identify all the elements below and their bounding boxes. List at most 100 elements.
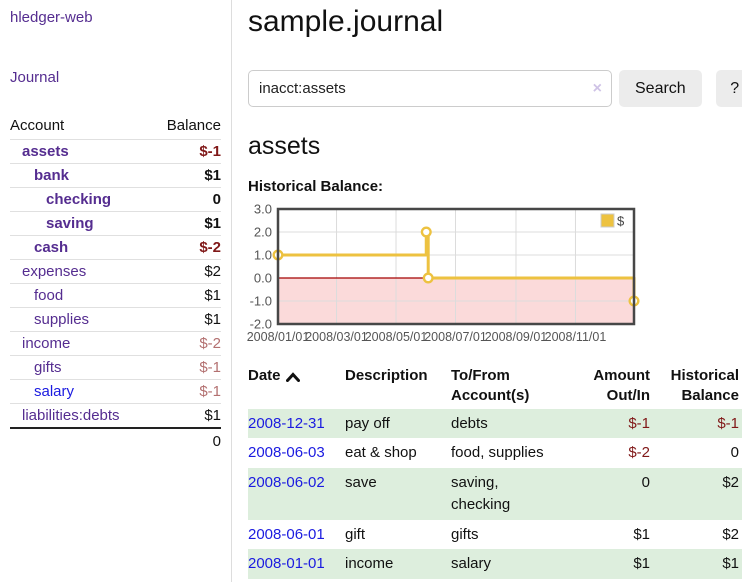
register-table: Date Description To/From Account(s) Amou…	[248, 364, 742, 579]
sort-ascending-icon	[285, 372, 300, 383]
accounts-panel: Account Balance assets $-1 bank $1 check…	[10, 113, 221, 454]
transaction-balance: $1	[722, 555, 739, 573]
transaction-accounts: saving, checking	[451, 474, 511, 513]
account-row-expenses: expenses $2	[10, 259, 221, 283]
account-link-bank[interactable]: bank	[34, 167, 70, 184]
svg-text:2008/09/01: 2008/09/01	[485, 330, 548, 344]
sidebar: hledger-web Journal Account Balance asse…	[0, 0, 232, 582]
nav-journal-link[interactable]: Journal	[10, 69, 60, 86]
account-balance: $-1	[199, 359, 221, 376]
transaction-accounts: food, supplies	[451, 444, 544, 462]
account-balance: $1	[204, 287, 221, 304]
search-input[interactable]	[248, 70, 612, 107]
transaction-description: save	[345, 474, 377, 491]
account-balance: 0	[212, 191, 221, 208]
svg-text:0.0: 0.0	[254, 271, 272, 286]
svg-text:$: $	[617, 214, 625, 229]
col-date[interactable]: Date	[248, 364, 345, 409]
search-form: × Search ?	[248, 70, 742, 107]
transaction-date-link[interactable]: 2008-01-01	[248, 555, 325, 573]
historical-balance-chart: $3.0 2.0 1.0 0.0 -1.0 -2.0 2008/01/01 2008/03/0…	[247, 202, 742, 351]
account-link-assets[interactable]: assets	[22, 143, 69, 160]
svg-text:2008/11/01: 2008/11/01	[545, 330, 607, 344]
account-row-bank: bank $1	[10, 163, 221, 187]
account-link-saving[interactable]: saving	[46, 215, 94, 232]
account-row-cash: cash $-2	[10, 235, 221, 259]
svg-text:2008/03/01: 2008/03/01	[305, 330, 368, 344]
account-row-liabilities-debts: liabilities:debts $1	[10, 403, 221, 427]
help-button[interactable]: ?	[715, 70, 742, 107]
register-row: 2008-01-01 income salary $1 $1	[248, 549, 742, 579]
transaction-balance: $-1	[717, 414, 739, 432]
chart-title: Historical Balance:	[248, 178, 384, 195]
register-row: 2008-06-01 gift gifts $1 $2	[248, 520, 742, 550]
account-balance: $-2	[199, 239, 221, 256]
account-row-supplies: supplies $1	[10, 307, 221, 331]
accounts-header-account: Account	[10, 117, 65, 134]
transaction-balance: 0	[730, 444, 739, 462]
account-balance: $-1	[199, 383, 221, 400]
search-input-wrap: ×	[248, 70, 612, 107]
transaction-description: income	[345, 555, 394, 573]
transaction-description: eat & shop	[345, 444, 417, 462]
transaction-date-link[interactable]: 2008-06-03	[248, 444, 325, 462]
transaction-amount: $1	[633, 525, 650, 543]
register-row: 2008-06-03 eat & shop food, supplies $-2…	[248, 438, 742, 468]
account-balance: $2	[204, 263, 221, 280]
svg-text:2.0: 2.0	[254, 225, 272, 240]
account-row-assets: assets $-1	[10, 139, 221, 163]
col-tofrom: To/From Account(s)	[451, 367, 530, 405]
col-balance: Historical Balance	[670, 367, 739, 405]
account-row-checking: checking 0	[10, 187, 221, 211]
account-heading: assets	[248, 132, 321, 160]
transaction-accounts: salary	[451, 555, 492, 573]
transaction-amount: $1	[633, 555, 650, 573]
svg-text:-2.0: -2.0	[250, 317, 272, 332]
account-link-expenses[interactable]: expenses	[22, 263, 87, 280]
account-row-saving: saving $1	[10, 211, 221, 235]
transaction-date-link[interactable]: 2008-12-31	[248, 414, 325, 432]
account-link-salary[interactable]: salary	[34, 383, 75, 400]
col-date-label: Date	[248, 367, 281, 384]
register-row: 2008-06-02 save saving, checking 0 $2	[248, 468, 742, 520]
account-balance: $-1	[199, 143, 221, 160]
svg-text:2008/07/01: 2008/07/01	[424, 330, 487, 344]
transaction-amount: $-1	[628, 414, 650, 432]
svg-text:2008/05/01: 2008/05/01	[365, 330, 428, 344]
account-link-checking[interactable]: checking	[46, 191, 112, 208]
account-row-income: income $-2	[10, 331, 221, 355]
register-header-row: Date Description To/From Account(s) Amou…	[248, 364, 742, 409]
accounts-header-balance: Balance	[166, 117, 221, 134]
account-balance: $1	[204, 167, 221, 184]
account-link-liabilities-debts[interactable]: liabilities:debts	[22, 407, 120, 424]
page-title: sample.journal	[248, 5, 444, 38]
account-link-income[interactable]: income	[22, 335, 71, 352]
register-row: 2008-12-31 pay off debts $-1 $-1	[248, 408, 742, 439]
account-link-cash[interactable]: cash	[34, 239, 69, 256]
svg-text:1.0: 1.0	[254, 248, 272, 263]
transaction-date-link[interactable]: 2008-06-02	[248, 474, 325, 491]
accounts-total: 0	[10, 427, 221, 454]
account-row-salary: salary $-1	[10, 379, 221, 403]
svg-text:-1.0: -1.0	[250, 294, 272, 309]
transaction-date-link[interactable]: 2008-06-01	[248, 525, 325, 543]
accounts-header: Account Balance	[10, 113, 221, 139]
account-row-gifts: gifts $-1	[10, 355, 221, 379]
account-link-supplies[interactable]: supplies	[34, 311, 90, 328]
search-button[interactable]: Search	[619, 70, 702, 107]
transaction-amount: 0	[641, 474, 650, 491]
account-link-food[interactable]: food	[34, 287, 64, 304]
account-balance: $1	[204, 311, 221, 328]
account-balance: $-2	[199, 335, 221, 352]
account-link-gifts[interactable]: gifts	[34, 359, 62, 376]
transaction-description: pay off	[345, 414, 390, 432]
main-panel: sample.journal × Search ? assets Histori…	[232, 0, 742, 582]
col-description: Description	[345, 367, 428, 384]
transaction-accounts: gifts	[451, 525, 479, 543]
balance-chart-svg: $3.0 2.0 1.0 0.0 -1.0 -2.02008/01/012008/03/0…	[247, 202, 640, 344]
clear-search-icon[interactable]: ×	[592, 79, 602, 97]
transaction-description: gift	[345, 525, 366, 543]
transaction-balance: $2	[722, 474, 739, 491]
app-title-link[interactable]: hledger-web	[10, 9, 93, 26]
transaction-balance: $2	[722, 525, 739, 543]
